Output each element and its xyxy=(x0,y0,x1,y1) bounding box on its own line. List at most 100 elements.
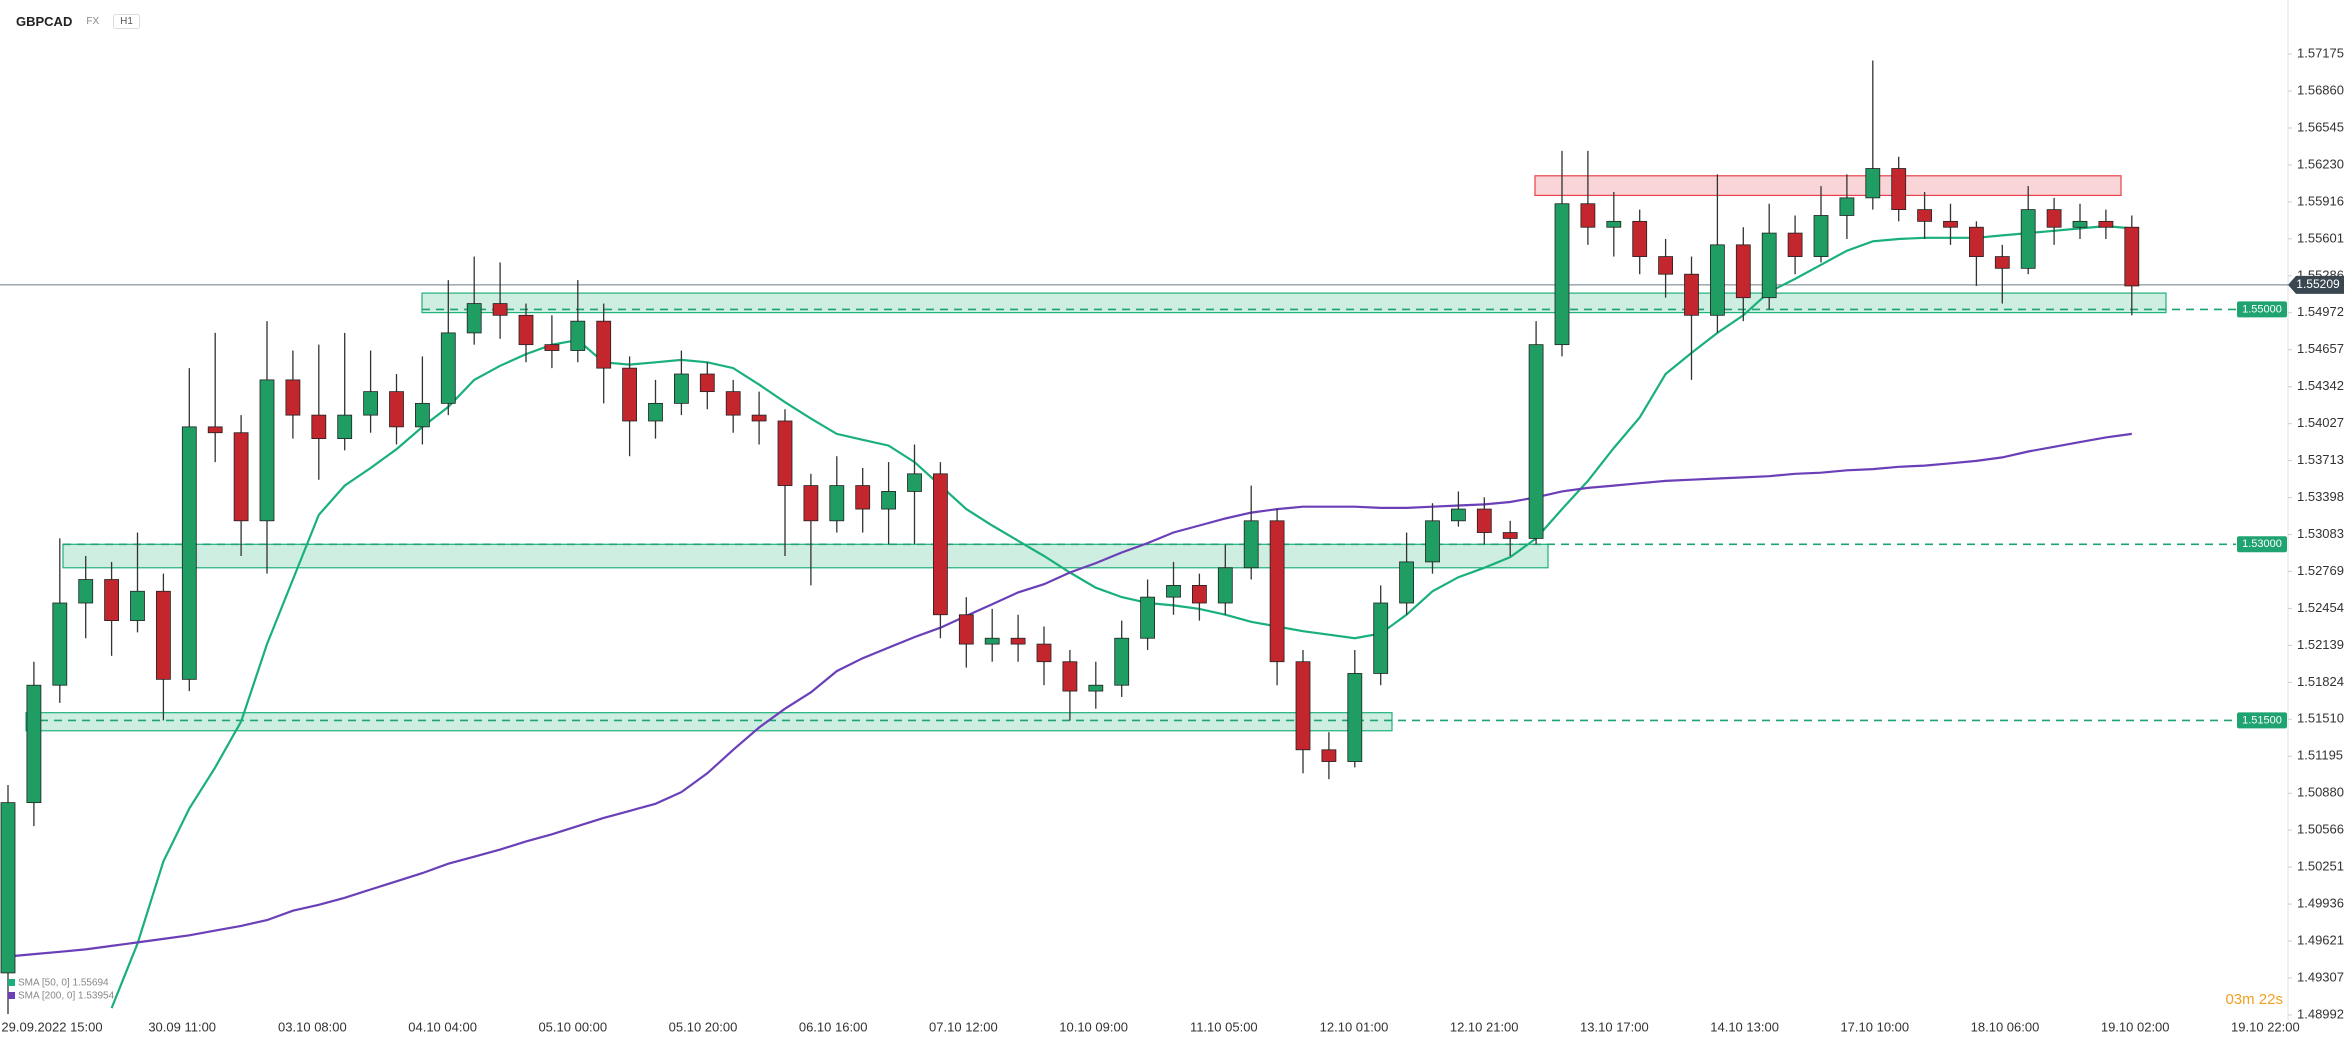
y-tick-label: 1.54342 xyxy=(2297,378,2344,393)
candle-body xyxy=(1658,256,1673,275)
candle-body xyxy=(1373,602,1389,674)
candle-body xyxy=(1554,203,1570,346)
candle-body xyxy=(1321,749,1337,762)
symbol[interactable]: GBPCAD xyxy=(16,14,73,29)
y-tick-label: 1.50251 xyxy=(2297,859,2344,874)
candle-body xyxy=(259,379,275,522)
y-tick-label: 1.54972 xyxy=(2297,304,2344,319)
y-tick-label: 1.52454 xyxy=(2297,600,2344,615)
candle-body xyxy=(1710,244,1725,316)
candle-body xyxy=(1761,232,1777,299)
y-tick-label: 1.54027 xyxy=(2297,415,2344,430)
y-tick-label: 1.51824 xyxy=(2297,674,2344,689)
y-tick-label: 1.52139 xyxy=(2297,637,2344,652)
candle-body xyxy=(1425,520,1440,563)
candle-body xyxy=(674,373,689,404)
candle-body xyxy=(1476,508,1492,533)
candle-body xyxy=(570,320,586,351)
level-label: 1.55000 xyxy=(2242,303,2282,315)
zone xyxy=(1534,175,2122,197)
candle-body xyxy=(337,414,353,440)
candle-body xyxy=(2072,220,2088,228)
candle-body xyxy=(984,637,1000,645)
header: GBPCAD FX H1 xyxy=(16,14,140,29)
y-tick-label: 1.53713 xyxy=(2297,452,2344,467)
interval[interactable]: H1 xyxy=(113,14,140,29)
x-tick-label: 10.10 09:00 xyxy=(1059,1019,1128,1034)
candle-body xyxy=(829,485,845,522)
candle-body xyxy=(1166,584,1181,598)
candle-body xyxy=(414,402,430,428)
candle-body xyxy=(1036,643,1052,663)
candle-body xyxy=(1994,256,2010,269)
level-badge xyxy=(2237,301,2287,318)
candle-body xyxy=(1062,661,1078,692)
candles xyxy=(0,60,2140,1015)
candle-body xyxy=(1010,637,1026,645)
candle-body xyxy=(466,303,482,334)
candle-body xyxy=(1839,197,1855,216)
candle-body xyxy=(1917,209,1932,222)
x-tick-label: 07.10 12:00 xyxy=(929,1019,998,1034)
x-tick-label: 30.09 11:00 xyxy=(148,1019,216,1034)
x-tick-label: 12.10 01:00 xyxy=(1320,1019,1389,1034)
y-tick-label: 1.49621 xyxy=(2297,933,2344,948)
candle-body xyxy=(1528,344,1544,539)
y-tick-label: 1.54657 xyxy=(2297,341,2344,356)
sma-line xyxy=(7,432,2132,958)
zones xyxy=(0,175,2288,732)
candle-body xyxy=(1865,168,1881,199)
x-tick-label: 13.10 17:00 xyxy=(1580,1019,1649,1034)
x-tick-label: 19.10 22:00 xyxy=(2231,1019,2300,1034)
candle-body xyxy=(1399,561,1414,604)
y-tick-label: 1.51510 xyxy=(2297,711,2344,726)
candle-body xyxy=(958,614,974,645)
level-badge xyxy=(2237,712,2287,729)
candle-body xyxy=(907,473,922,492)
x-tick-label: 05.10 00:00 xyxy=(538,1019,607,1034)
candle-body xyxy=(1580,203,1596,228)
y-tick-label: 1.52769 xyxy=(2297,563,2344,578)
y-tick-label: 1.56860 xyxy=(2297,82,2344,97)
candle-body xyxy=(389,391,404,428)
indicators xyxy=(7,224,2132,1009)
candle-body xyxy=(285,379,301,416)
candle-body xyxy=(699,373,715,393)
candle-body xyxy=(777,420,793,486)
y-tick-label: 1.48992 xyxy=(2297,1006,2344,1021)
candle-body xyxy=(596,320,612,369)
legend-entry: SMA [50, 0] 1.55694 xyxy=(18,978,109,989)
market[interactable]: FX xyxy=(86,16,100,27)
candle-body xyxy=(1114,637,1130,686)
last-price-label: 1.55209 xyxy=(2296,277,2340,291)
level-badge xyxy=(2237,536,2287,553)
candle-body xyxy=(1088,684,1104,692)
x-tick-label: 05.10 20:00 xyxy=(669,1019,738,1034)
candle-body xyxy=(622,367,637,422)
candle-body xyxy=(130,590,145,622)
legend-entry: SMA [200, 0] 1.53954 xyxy=(18,991,115,1002)
x-tick-label: 04.10 04:00 xyxy=(408,1019,477,1034)
candle-body xyxy=(1347,673,1363,762)
candle-body xyxy=(751,414,767,422)
legend-swatch xyxy=(8,979,15,986)
candle-body xyxy=(104,579,119,622)
candle-body xyxy=(544,344,560,351)
candle-body xyxy=(2124,226,2140,287)
candle-body xyxy=(207,426,223,434)
candle-body xyxy=(311,414,327,440)
y-tick-label: 1.53398 xyxy=(2297,489,2344,504)
candle-body xyxy=(1632,220,1648,257)
candle-body xyxy=(1217,567,1233,604)
zone xyxy=(421,292,2167,314)
level-label: 1.51500 xyxy=(2242,714,2282,726)
y-tick-label: 1.53083 xyxy=(2297,526,2344,541)
candle-body xyxy=(26,684,42,804)
x-tick-label: 18.10 06:00 xyxy=(1971,1019,2040,1034)
last-price-badge xyxy=(2288,275,2344,294)
candle-body xyxy=(0,802,16,974)
candle-body xyxy=(1243,520,1259,569)
candle-body xyxy=(1735,244,1751,299)
level-label: 1.53000 xyxy=(2242,538,2282,550)
